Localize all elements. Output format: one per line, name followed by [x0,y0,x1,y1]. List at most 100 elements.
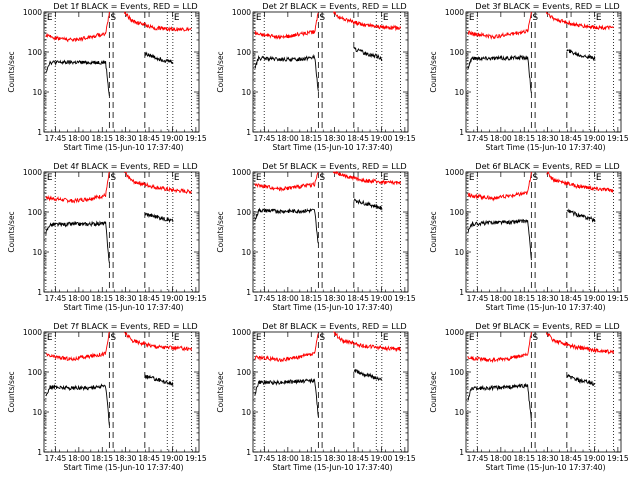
panel-title: Det 5f BLACK = Events, RED = LLD [262,161,406,171]
y-tick-label: 10 [241,88,251,97]
x-tick-label: 18:30 [115,294,137,303]
y-axis-label: Counts/sec [429,371,438,412]
lld-series-line [467,11,532,40]
lld-series-line [332,170,401,186]
event-marker-label: E [596,333,602,343]
detector-panel-8: Det 8f BLACK = Events, RED = LLD 1 10 100 10… [216,321,416,472]
x-tick-label: 18:00 [68,294,90,303]
y-tick-label: 1 [459,288,464,297]
detector-panel-4: Det 4f BLACK = Events, RED = LLD 1 10 100 10… [7,161,207,312]
lld-series-line [45,171,110,204]
plot-frame [252,171,409,293]
event-marker-label: E [383,13,389,23]
x-tick-label: 18:15 [300,454,322,463]
event-marker-label: E [596,173,602,183]
x-axis-label: Start Time (15-Jun-10 17:37:40) [273,303,393,312]
detector-panel-1: Det 1f BLACK = Events, RED = LLD 1 10 100 10… [7,1,207,152]
lld-series-line [45,331,110,362]
x-tick-label: 18:45 [560,294,582,303]
x-tick-label: 18:00 [490,134,512,143]
event-marker-label: E [174,13,180,23]
x-tick-label: 18:15 [513,134,535,143]
x-tick-label: 18:00 [68,454,90,463]
events-series-line [353,46,383,62]
detector-panel-6: Det 6f BLACK = Events, RED = LLD 1 10 100 10… [429,161,629,312]
y-tick-label: 10 [32,248,42,257]
x-tick-label: 19:15 [185,294,207,303]
event-marker-label: E [383,333,389,343]
event-marker-label: E [174,333,180,343]
y-tick-label: 1000 [23,328,42,337]
x-tick-label: 17:45 [254,294,276,303]
plot-frame [252,11,409,133]
x-tick-label: 18:45 [347,134,369,143]
events-series-line [467,218,532,261]
plot-frame [465,171,622,293]
y-tick-label: 100 [28,208,43,217]
lld-series-line [333,11,401,32]
panel-title: Det 6f BLACK = Events, RED = LLD [475,161,619,171]
event-marker-label: E [174,173,180,183]
x-tick-label: 18:30 [537,294,559,303]
x-tick-label: 19:00 [162,134,184,143]
event-marker-label: E [256,173,262,183]
y-tick-label: 1000 [445,328,464,337]
x-tick-label: 18:45 [347,294,369,303]
y-tick-label: 1 [459,448,464,457]
x-tick-label: 19:00 [371,134,393,143]
lld-series-line [124,171,192,195]
y-axis-label: Counts/sec [216,211,225,252]
detector-panel-7: Det 7f BLACK = Events, RED = LLD 1 10 100 10… [7,321,207,472]
x-tick-label: 19:15 [394,134,416,143]
lld-series-line [546,171,614,194]
x-tick-label: 17:45 [467,134,489,143]
x-tick-label: 18:15 [513,294,535,303]
event-marker-label: E [469,333,475,343]
events-series-line [467,382,532,422]
y-tick-label: 1000 [232,168,251,177]
x-axis-label: Start Time (15-Jun-10 17:37:40) [486,303,606,312]
y-tick-label: 1000 [232,8,251,17]
panel-title: Det 3f BLACK = Events, RED = LLD [475,1,619,11]
x-tick-label: 18:00 [277,454,299,463]
y-tick-label: 100 [28,48,43,57]
event-marker-label: E [383,173,389,183]
x-tick-label: 18:45 [560,454,582,463]
x-tick-label: 18:00 [277,294,299,303]
events-series-line [467,54,532,94]
event-marker-label: E [256,333,262,343]
plot-frame [43,11,200,133]
x-tick-label: 18:00 [490,294,512,303]
detector-panel-9: Det 9f BLACK = Events, RED = LLD 1 10 100 10… [429,321,629,472]
x-tick-label: 18:30 [324,454,346,463]
x-tick-label: 18:15 [91,294,113,303]
y-tick-label: 1 [246,128,251,137]
y-tick-label: 100 [450,208,465,217]
x-tick-label: 19:15 [185,454,207,463]
y-tick-label: 100 [237,208,252,217]
y-tick-label: 100 [450,368,465,377]
y-axis-label: Counts/sec [7,211,16,252]
lld-series-line [467,171,532,202]
event-marker-label: E [47,333,53,343]
x-tick-label: 18:15 [91,134,113,143]
lld-series-line [254,333,319,363]
x-tick-label: 18:00 [68,134,90,143]
events-series-line [144,51,174,64]
x-tick-label: 18:15 [300,134,322,143]
y-tick-label: 100 [237,368,252,377]
x-axis-label: Start Time (15-Jun-10 17:37:40) [273,143,393,152]
x-tick-label: 18:45 [138,454,160,463]
y-axis-label: Counts/sec [429,51,438,92]
x-tick-label: 19:15 [394,454,416,463]
x-tick-label: 19:15 [607,454,629,463]
x-tick-label: 18:30 [324,294,346,303]
x-tick-label: 18:30 [537,134,559,143]
x-tick-label: 19:15 [394,294,416,303]
y-tick-label: 1 [37,288,42,297]
y-tick-label: 1 [37,448,42,457]
x-axis-label: Start Time (15-Jun-10 17:37:40) [64,143,184,152]
plot-frame [465,331,622,453]
x-tick-label: 18:30 [324,134,346,143]
